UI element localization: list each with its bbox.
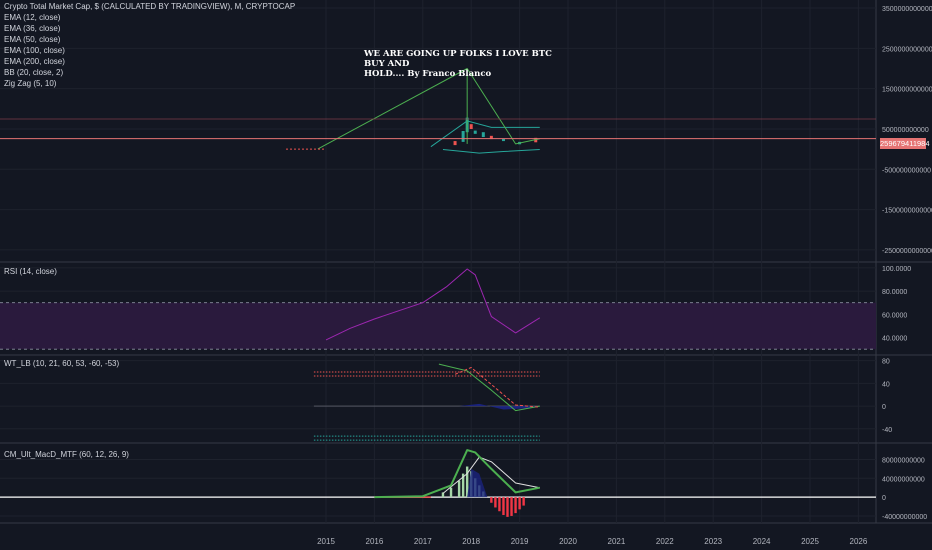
macd-histogram-bar bbox=[490, 497, 493, 503]
y-tick-label: -2500000000000 bbox=[882, 248, 932, 255]
macd-line[interactable] bbox=[374, 449, 540, 499]
wt-pane-title[interactable]: WT_LB (10, 21, 60, 53, -60, -53) bbox=[4, 359, 120, 368]
wt2-line[interactable] bbox=[454, 367, 540, 408]
indicator-ema-100[interactable]: EMA (100, close) bbox=[4, 46, 65, 55]
y-tick-label: 0 bbox=[882, 404, 886, 411]
y-tick-label: 80.0000 bbox=[882, 289, 907, 296]
y-tick-label: -40000000000 bbox=[882, 514, 927, 521]
last-price-label: 259679411984 bbox=[880, 138, 930, 149]
chart-annotation[interactable]: WE ARE GOING UP FOLKS I LOVE BTC BUY AND… bbox=[364, 49, 574, 79]
x-tick-label: 2018 bbox=[462, 537, 480, 546]
macd-histogram-bar bbox=[522, 497, 525, 506]
annotation-line-2: HOLD.... By Franco Blanco bbox=[364, 69, 492, 79]
x-tick-label: 2021 bbox=[608, 537, 626, 546]
x-tick-label: 2019 bbox=[511, 537, 529, 546]
price-candle bbox=[461, 131, 465, 142]
macd-histogram-bar bbox=[465, 466, 469, 498]
x-tick-label: 2017 bbox=[414, 537, 432, 546]
macd-histogram-bar bbox=[449, 487, 453, 498]
rsi-pane-title[interactable]: RSI (14, close) bbox=[4, 267, 57, 276]
x-tick-label: 2015 bbox=[317, 537, 335, 546]
indicator-ema-36[interactable]: EMA (36, close) bbox=[4, 24, 61, 33]
macd-histogram-bar bbox=[461, 473, 465, 498]
macd-histogram-area bbox=[467, 468, 488, 498]
y-tick-label: 80 bbox=[882, 359, 890, 366]
price-candle bbox=[481, 132, 485, 138]
x-tick-label: 2020 bbox=[559, 537, 577, 546]
macd-histogram-bar bbox=[510, 497, 513, 516]
indicator-ema-12[interactable]: EMA (12, close) bbox=[4, 13, 61, 22]
y-tick-label: 40.0000 bbox=[882, 336, 907, 343]
macd-histogram-bar bbox=[518, 497, 521, 510]
y-tick-label: 2500000000000 bbox=[882, 46, 932, 53]
rsi-line[interactable] bbox=[325, 268, 541, 341]
wt1-line[interactable] bbox=[438, 363, 540, 412]
y-tick-label: -40 bbox=[882, 427, 892, 434]
zigzag-line[interactable] bbox=[317, 68, 540, 150]
indicator-ema-50[interactable]: EMA (50, close) bbox=[4, 35, 61, 44]
x-tick-label: 2023 bbox=[704, 537, 722, 546]
macd-histogram-bar bbox=[457, 480, 461, 498]
x-tick-label: 2016 bbox=[366, 537, 384, 546]
rsi-band bbox=[0, 302, 876, 350]
y-tick-label: 100.0000 bbox=[882, 266, 911, 273]
y-tick-label: -1500000000000 bbox=[882, 208, 932, 215]
y-tick-label: 1500000000000 bbox=[882, 87, 932, 94]
indicator-zigzag[interactable]: Zig Zag (5, 10) bbox=[4, 79, 57, 88]
y-tick-label: 60.0000 bbox=[882, 312, 907, 319]
y-tick-label: 40000000000 bbox=[882, 476, 925, 483]
y-tick-label: 40 bbox=[882, 381, 890, 388]
y-tick-label: 0 bbox=[882, 495, 886, 502]
y-tick-label: 80000000000 bbox=[882, 457, 925, 464]
y-tick-label: 500000000000 bbox=[882, 127, 929, 134]
bollinger-band-line bbox=[442, 149, 540, 154]
price-candle bbox=[453, 141, 457, 146]
price-candle bbox=[489, 135, 493, 140]
indicator-bb[interactable]: BB (20, close, 2) bbox=[4, 68, 64, 77]
price-candle bbox=[469, 124, 473, 129]
macd-histogram-bar bbox=[498, 497, 501, 512]
y-tick-label: 3500000000000 bbox=[882, 6, 932, 13]
macd-signal-line[interactable] bbox=[442, 456, 540, 494]
x-tick-label: 2025 bbox=[801, 537, 819, 546]
macd-histogram-bar bbox=[514, 497, 517, 514]
macd-histogram-bar bbox=[506, 497, 509, 517]
macd-histogram-bar bbox=[494, 497, 497, 508]
price-candle bbox=[473, 130, 477, 134]
macd-histogram-bar bbox=[502, 497, 505, 515]
x-tick-label: 2026 bbox=[850, 537, 868, 546]
symbol-title[interactable]: Crypto Total Market Cap, $ (CALCULATED B… bbox=[4, 2, 296, 11]
annotation-line-1: WE ARE GOING UP FOLKS I LOVE BTC BUY AND bbox=[364, 49, 552, 69]
macd-histogram-bar bbox=[441, 492, 445, 498]
x-tick-label: 2024 bbox=[753, 537, 771, 546]
macd-pane-title[interactable]: CM_Ult_MacD_MTF (60, 12, 26, 9) bbox=[4, 450, 129, 459]
price-candle bbox=[501, 138, 505, 142]
indicator-ema-200[interactable]: EMA (200, close) bbox=[4, 57, 65, 66]
y-tick-label: -500000000000 bbox=[882, 167, 931, 174]
bollinger-band-line bbox=[430, 120, 540, 148]
x-tick-label: 2022 bbox=[656, 537, 674, 546]
wt-histogram bbox=[459, 403, 540, 410]
